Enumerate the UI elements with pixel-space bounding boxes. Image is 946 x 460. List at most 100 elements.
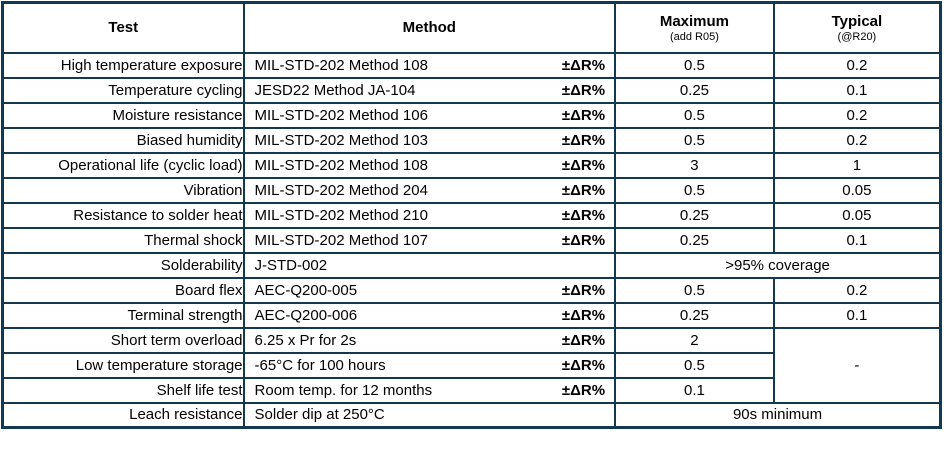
method-text: -65°C for 100 hours (254, 356, 386, 374)
cell-test: Vibration (1, 176, 245, 204)
method-text: MIL-STD-202 Method 108 (254, 156, 428, 174)
column-header-typical: Typical (@R20) (772, 1, 942, 54)
delta-r-unit: ±ΔR% (561, 156, 606, 174)
cell-test: Terminal strength (1, 301, 245, 329)
delta-r-unit: ±ΔR% (561, 306, 606, 324)
cell-typical: 0.1 (772, 76, 942, 104)
cell-method: MIL-STD-202 Method 108 ±ΔR% (242, 51, 617, 79)
cell-merged-coverage: >95% coverage (614, 251, 942, 279)
cell-maximum: 0.25 (614, 201, 775, 229)
cell-typical: 0.2 (772, 101, 942, 129)
cell-method: MIL-STD-202 Method 106 ±ΔR% (242, 101, 617, 129)
cell-maximum: 0.25 (614, 301, 775, 329)
cell-test: Resistance to solder heat (1, 201, 245, 229)
table-row: Operational life (cyclic load) MIL-STD-2… (1, 151, 942, 179)
cell-method: MIL-STD-202 Method 103 ±ΔR% (242, 126, 617, 154)
cell-maximum: 0.25 (614, 76, 775, 104)
cell-method: MIL-STD-202 Method 107 ±ΔR% (242, 226, 617, 254)
cell-method: MIL-STD-202 Method 204 ±ΔR% (242, 176, 617, 204)
cell-typical: 0.1 (772, 301, 942, 329)
table-row: Solderability J-STD-002 >95% coverage (1, 251, 942, 279)
delta-r-unit: ±ΔR% (561, 131, 606, 149)
cell-maximum: 0.5 (614, 51, 775, 79)
maximum-header-subtext: (add R05) (669, 30, 719, 43)
cell-merged-leach: 90s minimum (614, 401, 942, 429)
delta-r-unit: ±ΔR% (561, 231, 606, 249)
cell-maximum: 0.5 (614, 276, 775, 304)
cell-method: JESD22 Method JA-104 ±ΔR% (242, 76, 617, 104)
method-text: JESD22 Method JA-104 (254, 81, 416, 99)
cell-test: Thermal shock (1, 226, 245, 254)
cell-typical: 0.05 (772, 201, 942, 229)
method-text: AEC-Q200-005 (254, 281, 358, 299)
table-row: Terminal strength AEC-Q200-006 ±ΔR% 0.25… (1, 301, 942, 329)
method-text: MIL-STD-202 Method 108 (254, 56, 428, 74)
cell-typical: 1 (772, 151, 942, 179)
table-row: High temperature exposure MIL-STD-202 Me… (1, 51, 942, 79)
cell-test: Biased humidity (1, 126, 245, 154)
cell-test: Moisture resistance (1, 101, 245, 129)
table-row: Low temperature storage -65°C for 100 ho… (1, 351, 941, 379)
cell-typical: 0.2 (772, 51, 942, 79)
table-row: Thermal shock MIL-STD-202 Method 107 ±ΔR… (1, 226, 942, 254)
maximum-header-label: Maximum (659, 12, 730, 30)
cell-test: Short term overload (1, 326, 245, 354)
cell-method: Room temp. for 12 months ±ΔR% (242, 376, 617, 404)
cell-test: Board flex (1, 276, 245, 304)
column-header-maximum: Maximum (add R05) (614, 1, 775, 54)
table-row: Resistance to solder heat MIL-STD-202 Me… (1, 201, 942, 229)
delta-r-unit: ±ΔR% (561, 356, 606, 374)
cell-maximum: 0.5 (614, 126, 775, 154)
cell-test: Operational life (cyclic load) (1, 151, 245, 179)
cell-maximum: 0.25 (614, 226, 775, 254)
cell-maximum: 0.1 (614, 376, 775, 404)
cell-typical: 0.1 (772, 226, 942, 254)
table-row: Short term overload 6.25 x Pr for 2s ±ΔR… (1, 326, 942, 404)
cell-method: MIL-STD-202 Method 210 ±ΔR% (242, 201, 617, 229)
table-row: Temperature cycling JESD22 Method JA-104… (1, 76, 942, 104)
cell-method: Solder dip at 250°C (242, 401, 617, 429)
qualification-table-container: Test Method Maximum (add R05) Typical (@… (1, 1, 942, 429)
cell-maximum: 2 (614, 326, 775, 354)
method-text: MIL-STD-202 Method 103 (254, 131, 428, 149)
cell-test: Shelf life test (1, 376, 245, 404)
delta-r-unit: ±ΔR% (561, 81, 606, 99)
delta-r-unit: ±ΔR% (561, 206, 606, 224)
method-text: 6.25 x Pr for 2s (254, 331, 357, 349)
cell-typical: 0.2 (772, 276, 942, 304)
delta-r-unit: ±ΔR% (561, 106, 606, 124)
method-text: Room temp. for 12 months (254, 381, 433, 399)
delta-r-unit: ±ΔR% (561, 56, 606, 74)
cell-method: AEC-Q200-006 ±ΔR% (242, 301, 617, 329)
delta-r-unit: ±ΔR% (561, 331, 606, 349)
table-row: Shelf life test Room temp. for 12 months… (1, 376, 941, 404)
table-row: Vibration MIL-STD-202 Method 204 ±ΔR% 0.… (1, 176, 942, 204)
typical-header-label: Typical (831, 12, 883, 30)
typical-header-subtext: (@R20) (837, 30, 877, 43)
column-header-test: Test (1, 1, 245, 54)
cell-test: High temperature exposure (1, 51, 245, 79)
cell-test: Leach resistance (1, 401, 245, 429)
table-row: Moisture resistance MIL-STD-202 Method 1… (1, 101, 942, 129)
cell-maximum: 3 (614, 151, 775, 179)
delta-r-unit: ±ΔR% (561, 381, 606, 399)
cell-test: Temperature cycling (1, 76, 245, 104)
cell-typical-merged-dash: - (772, 326, 942, 404)
method-text: J-STD-002 (254, 256, 328, 274)
cell-maximum: 0.5 (614, 176, 775, 204)
cell-method: AEC-Q200-005 ±ΔR% (242, 276, 617, 304)
method-text: AEC-Q200-006 (254, 306, 358, 324)
cell-typical: 0.2 (772, 126, 942, 154)
delta-r-unit: ±ΔR% (561, 181, 606, 199)
delta-r-unit: ±ΔR% (561, 281, 606, 299)
qualification-test-table: Test Method Maximum (add R05) Typical (@… (1, 1, 942, 429)
cell-maximum: 0.5 (614, 101, 775, 129)
cell-method: MIL-STD-202 Method 108 ±ΔR% (242, 151, 617, 179)
cell-method: -65°C for 100 hours ±ΔR% (242, 351, 617, 379)
table-row: Biased humidity MIL-STD-202 Method 103 ±… (1, 126, 942, 154)
cell-typical: 0.05 (772, 176, 942, 204)
table-row: Leach resistance Solder dip at 250°C 90s… (1, 401, 942, 429)
cell-test: Solderability (1, 251, 245, 279)
method-text: MIL-STD-202 Method 106 (254, 106, 428, 124)
method-text: MIL-STD-202 Method 204 (254, 181, 428, 199)
